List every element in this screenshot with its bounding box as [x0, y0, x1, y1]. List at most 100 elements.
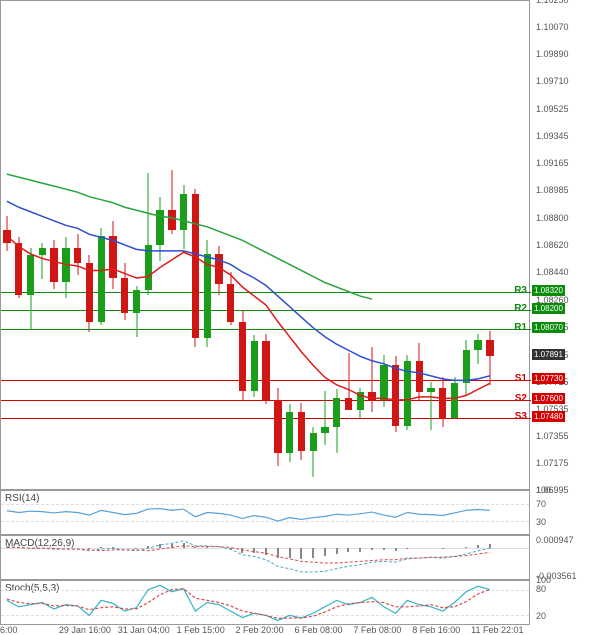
stoch-label: Stoch(5,5,3): [5, 583, 59, 594]
level-label-s1: S1: [515, 373, 527, 384]
macd-hist-bar: [230, 548, 232, 550]
macd-hist-bar: [371, 548, 373, 550]
stoch-panel: Stoch(5,5,3): [0, 580, 530, 625]
candle: [310, 1, 317, 491]
macd-hist-bar: [336, 548, 338, 554]
candle: [62, 1, 69, 491]
stoch-tick: 20: [536, 611, 546, 621]
macd-lines: [1, 536, 531, 581]
candle: [251, 1, 258, 491]
candle: [392, 1, 399, 491]
candle: [486, 1, 493, 491]
candle: [239, 1, 246, 491]
macd-hist-bar: [383, 548, 385, 550]
candle: [404, 1, 411, 491]
macd-hist-bar: [183, 543, 185, 548]
rsi-panel: RSI(14): [0, 490, 530, 535]
macd-tick: 0.000947: [536, 535, 574, 545]
candle: [416, 1, 423, 491]
indicator-lines: [1, 581, 531, 626]
time-tick: 7 Feb 08:00: [353, 625, 401, 635]
macd-hist-bar: [477, 545, 479, 548]
macd-hist-bar: [442, 548, 444, 549]
macd-hist-bar: [465, 547, 467, 549]
level-label-s3: S3: [515, 411, 527, 422]
macd-hist-bar: [324, 548, 326, 556]
rsi-tick: 70: [536, 499, 546, 509]
level-label-r3: R3: [514, 285, 527, 296]
candle: [286, 1, 293, 491]
candle: [204, 1, 211, 491]
macd-hist-bar: [53, 548, 55, 549]
rsi-tick: 100: [536, 485, 551, 495]
macd-hist-bar: [253, 548, 255, 553]
candle: [156, 1, 163, 491]
macd-hist-bar: [88, 548, 90, 549]
time-tick: 1 Feb 15:00: [177, 625, 225, 635]
indicator-guide: [1, 504, 529, 505]
rsi-tick: 30: [536, 517, 546, 527]
candle: [98, 1, 105, 491]
candle: [3, 1, 10, 491]
candle: [39, 1, 46, 491]
time-tick: 2 Feb 20:00: [236, 625, 284, 635]
macd-hist-bar: [159, 544, 161, 548]
level-label-r2: R2: [514, 303, 527, 314]
time-tick: 11 Feb 22:01: [471, 625, 523, 635]
rsi-y-axis: 3070100: [530, 490, 600, 535]
candle: [262, 1, 269, 491]
macd-hist-bar: [100, 547, 102, 549]
macd-hist-bar: [194, 547, 196, 548]
time-tick: 29 Jan 16:00: [59, 625, 111, 635]
macd-hist-bar: [395, 548, 397, 550]
macd-hist-bar: [406, 548, 408, 549]
macd-hist-bar: [206, 547, 208, 548]
candle: [439, 1, 446, 491]
candle: [321, 1, 328, 491]
macd-hist-bar: [171, 544, 173, 548]
price-tag: 1.08070: [532, 322, 565, 333]
price-tag: 1.08320: [532, 285, 565, 296]
time-x-axis: 6:0029 Jan 16:0031 Jan 04:001 Feb 15:002…: [0, 625, 530, 635]
time-tick: 8 Feb 16:00: [412, 625, 460, 635]
macd-hist-bar: [277, 548, 279, 558]
macd-hist-bar: [489, 544, 491, 548]
level-label-r1: R1: [514, 322, 527, 333]
price-tag: 1.07891: [532, 349, 565, 360]
candle: [74, 1, 81, 491]
macd-hist-bar: [112, 547, 114, 549]
candle: [463, 1, 470, 491]
candle: [215, 1, 222, 491]
macd-hist-bar: [241, 548, 243, 553]
macd-hist-bar: [312, 548, 314, 558]
candle: [380, 1, 387, 491]
macd-hist-bar: [6, 547, 8, 548]
candle: [345, 1, 352, 491]
candle: [15, 1, 22, 491]
rsi-label: RSI(14): [5, 493, 39, 504]
price-tag: 1.07730: [532, 373, 565, 384]
indicator-guide: [1, 521, 529, 522]
candle: [109, 1, 116, 491]
candle: [168, 1, 175, 491]
candle: [333, 1, 340, 491]
price-chart-panel: R3R2R1S1S2S3: [0, 0, 530, 490]
candle: [192, 1, 199, 491]
candle: [133, 1, 140, 491]
macd-hist-bar: [265, 548, 267, 555]
candle: [298, 1, 305, 491]
price-tag: 1.08200: [532, 303, 565, 314]
macd-panel: MACD(12,26,9): [0, 535, 530, 580]
macd-hist-bar: [135, 548, 137, 549]
candle: [368, 1, 375, 491]
macd-hist-bar: [147, 546, 149, 548]
candle: [50, 1, 57, 491]
indicator-guide: [1, 590, 529, 591]
price-level-tags: 1.083201.082001.080701.077301.076001.074…: [530, 0, 600, 490]
candle: [145, 1, 152, 491]
candle: [451, 1, 458, 491]
candle: [27, 1, 34, 491]
macd-hist-bar: [347, 548, 349, 552]
macd-y-axis: 0.000947-0.003561: [530, 535, 600, 580]
time-tick: 6 Feb 08:00: [294, 625, 342, 635]
